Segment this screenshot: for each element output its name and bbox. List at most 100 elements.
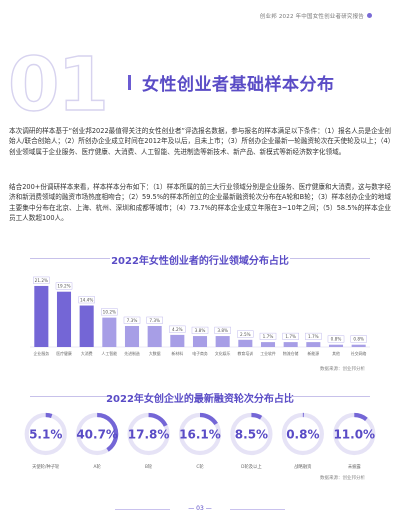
bar-category-label: 教育培训 <box>238 351 254 356</box>
bar-category-label: 大消费 <box>81 351 93 356</box>
bar-value-box <box>327 335 345 343</box>
bar-value-label: 3.8% <box>195 328 206 333</box>
bar-value-box <box>259 332 277 340</box>
bar-value-box <box>123 316 141 324</box>
bar-value-label: 0.8% <box>331 337 342 342</box>
ring-value-label: 17.8% <box>128 428 170 442</box>
bar <box>147 325 162 347</box>
chart1-title-line-right <box>290 258 370 259</box>
funding-round-ring-chart: 5.1% 天使轮/种子轮 40.7% A轮 17.8% B轮 16.1% C轮 8.5% D轮及以… <box>24 412 376 470</box>
chart1-title: 2022年女性创业者的行业领域分布占比 <box>111 256 289 267</box>
footer-line-right <box>230 509 285 510</box>
ring-value-label: 5.1% <box>29 428 62 442</box>
bar-value-box <box>101 308 118 316</box>
bar <box>351 344 366 347</box>
section-title-bar <box>128 75 131 90</box>
header-text: 创业邦 2022 年中国女性创业者研究报告 <box>259 14 364 20</box>
ring-value-arc <box>24 412 67 456</box>
bar-value-label: 3.8% <box>217 328 228 333</box>
ring-category-label: D轮及以上 <box>241 463 262 470</box>
ring-category-label: A轮 <box>94 463 102 470</box>
paragraph-sample-distribution: 结合200+份调研样本来看，样本样本分布如下：（1）样本所属的前三大行业领域分别… <box>9 183 391 223</box>
bar-value-box <box>169 325 186 333</box>
chart1-title-line-left <box>30 258 110 259</box>
industry-bar-chart: 21.2% 企业服务 19.2% 医疗健康 14.4% 大消费 10.2% 人工智能 7.3% 先… <box>30 276 370 356</box>
ring-value-arc <box>76 412 119 456</box>
bar-value-box <box>282 332 299 340</box>
bar <box>79 305 94 347</box>
bar-category-label: 新能源 <box>307 351 319 356</box>
ring-value-arc <box>230 412 273 456</box>
bar <box>283 342 298 347</box>
bar-value-label: 21.2% <box>35 278 48 283</box>
bar-value-label: 14.4% <box>80 298 93 303</box>
bar <box>238 339 253 347</box>
bar-value-box <box>191 326 209 334</box>
bar-value-label: 7.3% <box>127 318 138 323</box>
bar-value-label: 7.3% <box>149 318 160 323</box>
bar-value-box <box>146 316 163 324</box>
ring-value-label: 8.5% <box>235 428 268 442</box>
bar-category-label: 文化娱乐 <box>215 351 231 356</box>
bar-value-box <box>55 282 73 290</box>
bar <box>56 291 72 347</box>
ring-value-arc <box>127 412 170 456</box>
bar-category-label: 工业软件 <box>260 351 276 356</box>
header-dot <box>367 13 372 18</box>
bar-value-label: 1.7% <box>308 334 319 339</box>
bar-category-label: 人工智能 <box>102 351 118 356</box>
bar <box>102 317 117 347</box>
ring-category-label: 战略融资 <box>294 463 312 470</box>
ring-value-arc <box>333 412 376 456</box>
ring-value-label: 16.1% <box>179 428 221 442</box>
bar-value-label: 1.7% <box>263 334 274 339</box>
ring-value-arc <box>281 412 324 456</box>
bar-value-label: 2.5% <box>240 332 251 337</box>
ring-category-label: B轮 <box>145 463 153 470</box>
bar <box>260 342 276 347</box>
bar-value-box <box>350 335 367 343</box>
section-title: 女性创业者基础样本分布 <box>142 75 335 95</box>
bar-category-label: 企业服务 <box>34 351 50 356</box>
ring-category-label: 未披露 <box>348 463 362 470</box>
bar-value-box <box>214 326 231 334</box>
ring-value-arc <box>178 412 222 456</box>
ring-category-label: C轮 <box>196 463 204 470</box>
bar-category-label: 电子商务 <box>192 351 208 356</box>
bar-value-box <box>305 332 322 340</box>
chart2-title-line-left <box>30 396 110 397</box>
paragraph-sample-criteria: 本次调研的样本基于“创业邦2022最值得关注的女性创业者”评选报名数据，参与报名… <box>9 127 391 156</box>
bar-value-label: 19.2% <box>57 284 70 289</box>
footer-line-left <box>115 509 170 510</box>
chart2-source: 数据来源：创业邦分析 <box>320 476 365 481</box>
ring-value-label: 0.8% <box>286 428 319 442</box>
bar-value-label: 10.2% <box>103 310 116 315</box>
section-number: 01 <box>7 42 109 128</box>
bar-category-label: 大数据 <box>149 351 161 356</box>
bar <box>170 334 185 347</box>
bar <box>192 336 208 347</box>
ring-category-label: 天使轮/种子轮 <box>32 463 60 470</box>
bar <box>306 342 321 347</box>
ring-value-label: 11.0% <box>333 428 375 442</box>
ring-value-label: 40.7% <box>76 428 118 442</box>
bar <box>124 325 140 347</box>
bar <box>215 336 230 347</box>
bar-value-label: 0.8% <box>353 337 364 342</box>
bar-category-label: 其他 <box>332 351 340 356</box>
bar-value-label: 4.2% <box>172 327 183 332</box>
bar-category-label: 医疗健康 <box>56 351 72 356</box>
chart2-title-line-right <box>290 396 370 397</box>
bar <box>34 285 49 347</box>
bar-value-box <box>33 276 50 284</box>
bar-category-label: 物流仓储 <box>283 351 299 356</box>
bar-category-label: 先进制造 <box>124 351 140 356</box>
bar-value-label: 1.7% <box>285 334 296 339</box>
bar <box>328 344 344 347</box>
chart2-title: 2022年女创企业的最新融资轮次分布占比 <box>106 394 294 405</box>
bar-value-box <box>237 330 254 338</box>
bar-value-box <box>78 296 95 304</box>
chart1-source: 数据来源：创业邦分析 <box>320 367 365 372</box>
bar-category-label: 社交网络 <box>351 351 367 356</box>
page-number: — 03 — <box>188 505 212 512</box>
